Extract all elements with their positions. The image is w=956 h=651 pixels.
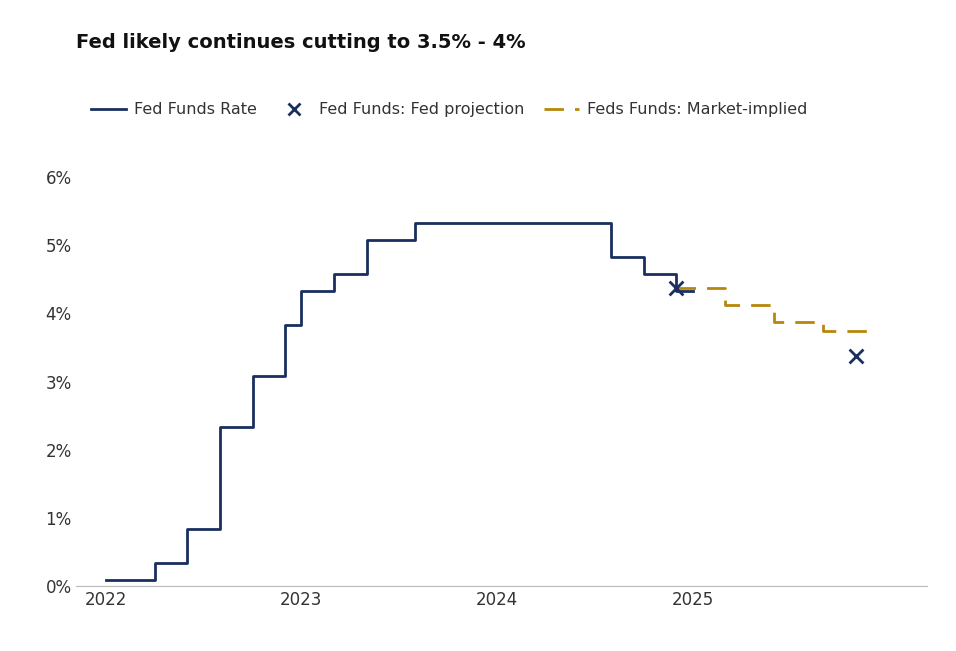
Fed Funds Rate: [247, 372, 258, 380]
Fed Funds Rate: [410, 219, 422, 227]
Fed Funds Rate: [214, 423, 226, 431]
Point: [669, 283, 684, 293]
Fed Funds Rate: [638, 270, 649, 278]
Point: [848, 351, 863, 361]
Fed Funds Rate: [671, 287, 683, 295]
Fed Funds Rate: [247, 423, 258, 431]
Fed Funds Rate: [328, 287, 339, 295]
Fed Funds Rate: [295, 321, 307, 329]
Fed Funds Rate: [360, 270, 372, 278]
Fed Funds Rate: [149, 559, 161, 567]
Fed Funds Rate: [295, 287, 307, 295]
Fed Funds Rate: [360, 236, 372, 244]
Line: Fed Funds Rate: Fed Funds Rate: [106, 223, 692, 581]
Fed Funds Rate: [605, 253, 617, 261]
Fed Funds Rate: [182, 525, 193, 533]
Fed Funds Rate: [328, 270, 339, 278]
Fed Funds Rate: [491, 219, 503, 227]
Fed Funds Rate: [605, 219, 617, 227]
Fed Funds Rate: [279, 372, 291, 380]
Fed Funds Rate: [182, 559, 193, 567]
Fed Funds Rate: [410, 236, 422, 244]
Fed Funds Rate: [638, 253, 649, 261]
Fed Funds Rate: [149, 577, 161, 585]
Fed Funds Rate: [214, 525, 226, 533]
Fed Funds Rate: [686, 287, 698, 295]
Fed Funds Rate: [279, 321, 291, 329]
Fed Funds Rate: [100, 577, 112, 585]
Fed Funds Rate: [671, 270, 683, 278]
Fed Funds Rate: [491, 219, 503, 227]
Legend: Fed Funds Rate, Fed Funds: Fed projection, Feds Funds: Market-implied: Fed Funds Rate, Fed Funds: Fed projectio…: [84, 96, 814, 124]
Text: Fed likely continues cutting to 3.5% - 4%: Fed likely continues cutting to 3.5% - 4…: [76, 33, 526, 51]
